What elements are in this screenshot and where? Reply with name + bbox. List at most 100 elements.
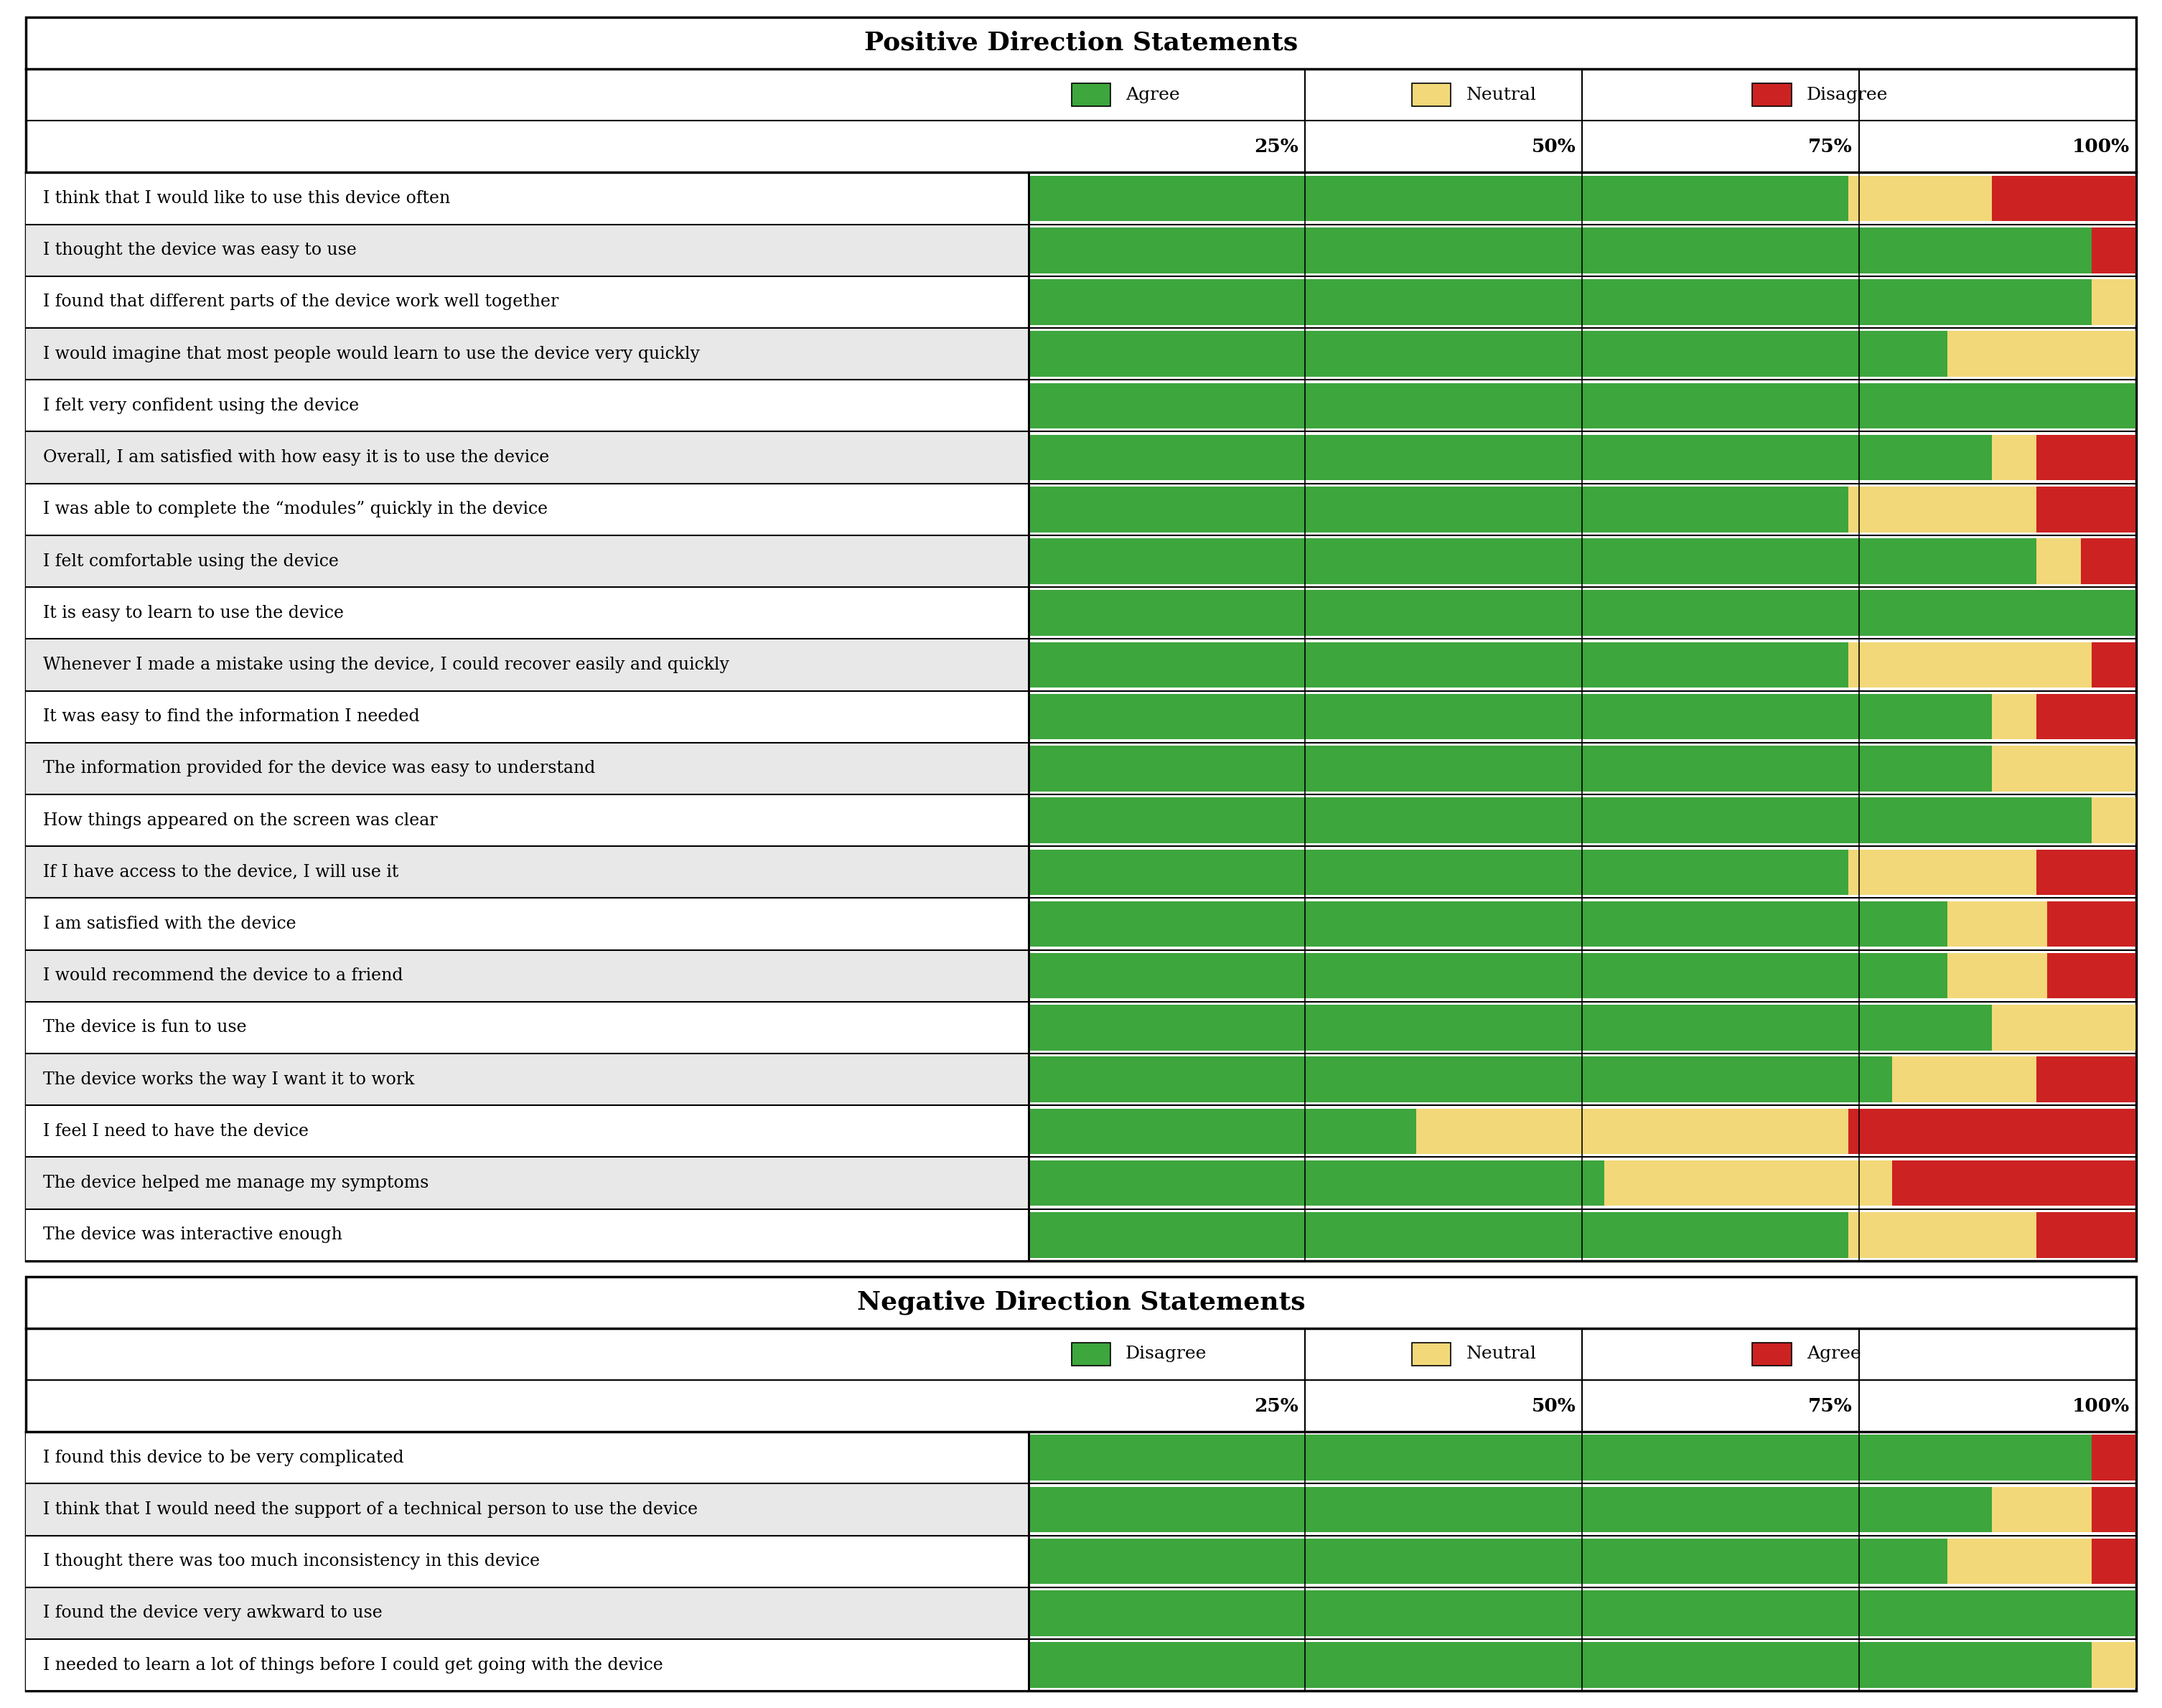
Bar	[26, 1001, 1029, 1054]
Text: I needed to learn a lot of things before I could get going with the device: I needed to learn a lot of things before…	[43, 1657, 664, 1674]
Bar	[2037, 436, 2136, 480]
Text: I was able to complete the “modules” quickly in the device: I was able to complete the “modules” qui…	[43, 500, 547, 518]
Bar	[1412, 84, 1451, 106]
Text: I felt very confident using the device: I felt very confident using the device	[43, 398, 359, 413]
Bar	[2037, 693, 2136, 740]
Text: I would imagine that most people would learn to use the device very quickly: I would imagine that most people would l…	[43, 345, 700, 362]
Bar	[26, 1431, 1029, 1484]
Text: 100%: 100%	[2071, 1397, 2130, 1414]
Bar	[26, 224, 1029, 277]
Text: Neutral: Neutral	[1466, 1346, 1537, 1363]
Bar	[2093, 1435, 2136, 1481]
Bar	[1849, 1213, 2037, 1257]
Text: I found the device very awkward to use: I found the device very awkward to use	[43, 1606, 383, 1621]
Text: Overall, I am satisfied with how easy it is to use the device: Overall, I am satisfied with how easy it…	[43, 449, 549, 466]
Bar	[26, 1484, 1029, 1535]
Bar	[26, 1105, 1029, 1156]
Bar	[1029, 331, 1948, 377]
Bar	[1029, 176, 1849, 222]
Bar	[1029, 902, 1948, 946]
Text: The device works the way I want it to work: The device works the way I want it to wo…	[43, 1071, 415, 1088]
Bar	[26, 535, 1029, 588]
Bar	[2037, 849, 2136, 895]
Bar	[26, 845, 1029, 898]
Bar	[26, 1054, 1029, 1105]
Text: Negative Direction Statements: Negative Direction Statements	[856, 1290, 1306, 1315]
Text: I felt comfortable using the device: I felt comfortable using the device	[43, 553, 339, 569]
Bar	[1948, 953, 2047, 999]
Bar	[26, 794, 1029, 845]
Bar	[2093, 227, 2136, 273]
Text: The device is fun to use: The device is fun to use	[43, 1020, 246, 1035]
Text: It was easy to find the information I needed: It was easy to find the information I ne…	[43, 709, 419, 724]
Bar	[1991, 746, 2136, 791]
Bar	[26, 173, 1029, 224]
Text: Agree: Agree	[1126, 87, 1180, 102]
Bar	[1991, 1486, 2093, 1532]
Bar	[1029, 693, 1991, 740]
Text: The information provided for the device was easy to understand: The information provided for the device …	[43, 760, 595, 777]
Bar	[1029, 746, 1991, 791]
Bar	[26, 1156, 1029, 1209]
Bar	[1849, 176, 1991, 222]
Bar	[26, 950, 1029, 1001]
Text: I think that I would like to use this device often: I think that I would like to use this de…	[43, 190, 450, 207]
Bar	[1029, 1641, 2093, 1688]
Bar	[1029, 798, 2093, 844]
Text: 25%: 25%	[1254, 138, 1299, 155]
Bar	[2037, 487, 2136, 533]
Bar	[1029, 591, 2136, 635]
Text: Whenever I made a mistake using the device, I could recover easily and quickly: Whenever I made a mistake using the devi…	[43, 656, 729, 673]
Text: Neutral: Neutral	[1466, 87, 1537, 102]
Bar	[2093, 798, 2136, 844]
Bar	[26, 898, 1029, 950]
Text: Agree: Agree	[1807, 1346, 1861, 1363]
Bar	[2093, 642, 2136, 688]
Bar	[26, 1640, 1029, 1691]
Bar	[2093, 1539, 2136, 1583]
Bar	[1029, 383, 2136, 429]
Bar	[2047, 953, 2136, 999]
Bar	[26, 379, 1029, 432]
Text: 100%: 100%	[2071, 138, 2130, 155]
Bar	[1072, 1342, 1111, 1366]
Bar	[1892, 1160, 2136, 1206]
Bar	[26, 1587, 1029, 1640]
Bar	[26, 1209, 1029, 1261]
Bar	[1991, 436, 2037, 480]
Bar	[2037, 1213, 2136, 1257]
Bar	[1753, 1342, 1792, 1366]
Text: 50%: 50%	[1531, 138, 1576, 155]
Bar	[1029, 1213, 1849, 1257]
Bar	[1029, 1539, 1948, 1583]
Bar	[1072, 84, 1111, 106]
Text: The device helped me manage my symptoms: The device helped me manage my symptoms	[43, 1175, 428, 1190]
Bar	[2093, 1641, 2136, 1688]
Text: It is easy to learn to use the device: It is easy to learn to use the device	[43, 605, 344, 622]
Bar	[1029, 1108, 1416, 1155]
Bar	[26, 588, 1029, 639]
Bar	[1849, 642, 2093, 688]
Bar	[26, 432, 1029, 483]
Bar	[1849, 487, 2037, 533]
Text: Positive Direction Statements: Positive Direction Statements	[865, 31, 1297, 55]
Text: 75%: 75%	[1807, 1397, 1853, 1414]
Text: 75%: 75%	[1807, 138, 1853, 155]
Text: I am satisfied with the device: I am satisfied with the device	[43, 915, 296, 933]
Bar	[1412, 1342, 1451, 1366]
Bar	[1991, 693, 2037, 740]
Bar	[2080, 538, 2136, 584]
Bar	[26, 17, 2136, 1261]
Bar	[2093, 280, 2136, 325]
Text: I think that I would need the support of a technical person to use the device: I think that I would need the support of…	[43, 1501, 698, 1518]
Bar	[26, 1276, 2136, 1691]
Bar	[1029, 280, 2093, 325]
Bar	[1948, 1539, 2093, 1583]
Bar	[1753, 84, 1792, 106]
Bar	[26, 690, 1029, 743]
Text: If I have access to the device, I will use it: If I have access to the device, I will u…	[43, 864, 398, 880]
Bar	[1991, 1004, 2136, 1050]
Bar	[1029, 538, 2037, 584]
Bar	[1029, 1590, 2136, 1636]
Bar	[1029, 953, 1948, 999]
